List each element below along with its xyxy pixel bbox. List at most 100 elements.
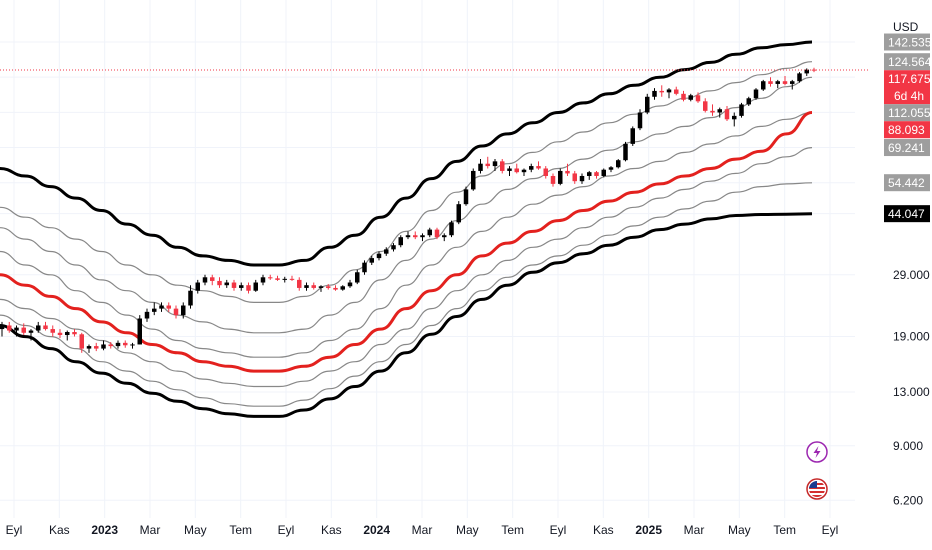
x-tick-label: Eyl <box>550 523 567 537</box>
x-tick-label: Eyl <box>278 523 295 537</box>
x-tick-label: Kas <box>49 523 70 537</box>
candle-body <box>449 222 454 236</box>
candle-body <box>608 167 614 170</box>
candle-body <box>413 235 418 238</box>
candle-body <box>7 325 12 331</box>
candle-body <box>282 278 287 280</box>
band-lower-1 <box>0 147 813 388</box>
candle-body <box>420 235 425 238</box>
candle-body <box>717 109 722 113</box>
candle-body <box>695 95 701 102</box>
y-tick-label: 9.000 <box>893 439 923 453</box>
candle-body <box>289 278 295 280</box>
candle-body <box>79 334 84 349</box>
x-tick-label: May <box>184 523 207 537</box>
candle-body <box>311 285 316 288</box>
y-tick-label: 6.200 <box>893 493 923 507</box>
candle-body <box>529 166 534 170</box>
x-tick-label: 2023 <box>91 523 118 537</box>
candle-body <box>710 110 715 113</box>
candle-body <box>326 286 331 288</box>
candle-body <box>36 325 41 331</box>
band-upper-3 <box>0 61 813 303</box>
candle-body <box>43 325 48 330</box>
candle-body <box>94 346 99 349</box>
price-badges: 142.535 124.564 117.675 6d 4h 112.055 88.093 6… <box>884 33 932 223</box>
candle-body <box>753 89 759 99</box>
x-tick-label: 2024 <box>363 523 390 537</box>
candle-body <box>478 163 483 171</box>
band-lower-2 <box>0 182 813 407</box>
candle-body <box>536 166 541 169</box>
x-tick-label: Mar <box>412 523 433 537</box>
candle-body <box>202 277 208 283</box>
candle-body <box>521 169 527 173</box>
candle-body <box>347 282 353 287</box>
candle-body <box>253 282 258 291</box>
candle-body <box>362 262 367 273</box>
candle-body <box>115 342 121 347</box>
x-tick-label: Tem <box>501 523 524 537</box>
price-badge-label: 112.055 <box>888 106 931 120</box>
price-badge <box>884 139 930 157</box>
candle-body <box>579 175 585 182</box>
x-tick-label: Eyl <box>822 523 839 537</box>
us-flag-icon[interactable] <box>806 478 828 500</box>
candles-layer <box>0 67 817 353</box>
candle-body <box>507 168 512 171</box>
candle-body <box>637 112 643 129</box>
candle-body <box>782 81 788 84</box>
candle-body <box>601 169 606 176</box>
band-upper-1 <box>0 111 813 358</box>
candle-body <box>333 287 338 290</box>
candle-body <box>28 330 34 333</box>
bands-layer <box>0 40 813 418</box>
candle-body <box>181 305 186 316</box>
candle-body <box>217 280 222 286</box>
candle-body <box>137 318 142 345</box>
candle-body <box>471 170 476 190</box>
candle-body <box>57 332 63 336</box>
price-badge <box>884 33 930 51</box>
candle-body <box>376 253 382 259</box>
candle-body <box>761 81 766 90</box>
candle-body <box>268 277 273 279</box>
candle-body <box>152 308 157 312</box>
candle-body <box>391 245 396 250</box>
candle-body <box>587 172 592 176</box>
x-tick-label: May <box>456 523 479 537</box>
x-tick-label: Eyl <box>6 523 23 537</box>
candle-body <box>500 161 505 171</box>
price-badge-label: 69.241 <box>888 141 925 155</box>
candle-body <box>703 101 708 111</box>
price-badge-label: 142.535 <box>888 36 932 50</box>
price-badge-label: 117.675 <box>888 72 931 86</box>
candle-body <box>304 285 309 288</box>
band-lower-outer <box>0 212 813 418</box>
band-upper-2 <box>0 76 813 334</box>
candle-body <box>645 96 650 113</box>
candle-body <box>239 285 244 288</box>
x-tick-label: Tem <box>229 523 252 537</box>
candle-body <box>666 89 672 93</box>
candle-body <box>775 81 780 84</box>
price-badge <box>884 104 930 122</box>
candle-body <box>463 189 469 205</box>
candle-body <box>14 327 19 331</box>
candle-body <box>558 170 563 184</box>
candle-body <box>674 89 679 94</box>
candle-body <box>50 329 55 333</box>
candle-body <box>739 104 744 116</box>
candle-body <box>21 327 26 333</box>
price-badge <box>884 70 930 105</box>
candle-body <box>456 204 461 223</box>
price-badge <box>884 205 930 223</box>
price-badge <box>884 174 930 192</box>
candle-body <box>101 344 106 349</box>
candle-body <box>144 311 150 319</box>
x-tick-label: 2025 <box>635 523 662 537</box>
candle-body <box>514 168 519 173</box>
currency-label: USD <box>893 20 919 34</box>
lightning-icon[interactable] <box>806 441 828 463</box>
